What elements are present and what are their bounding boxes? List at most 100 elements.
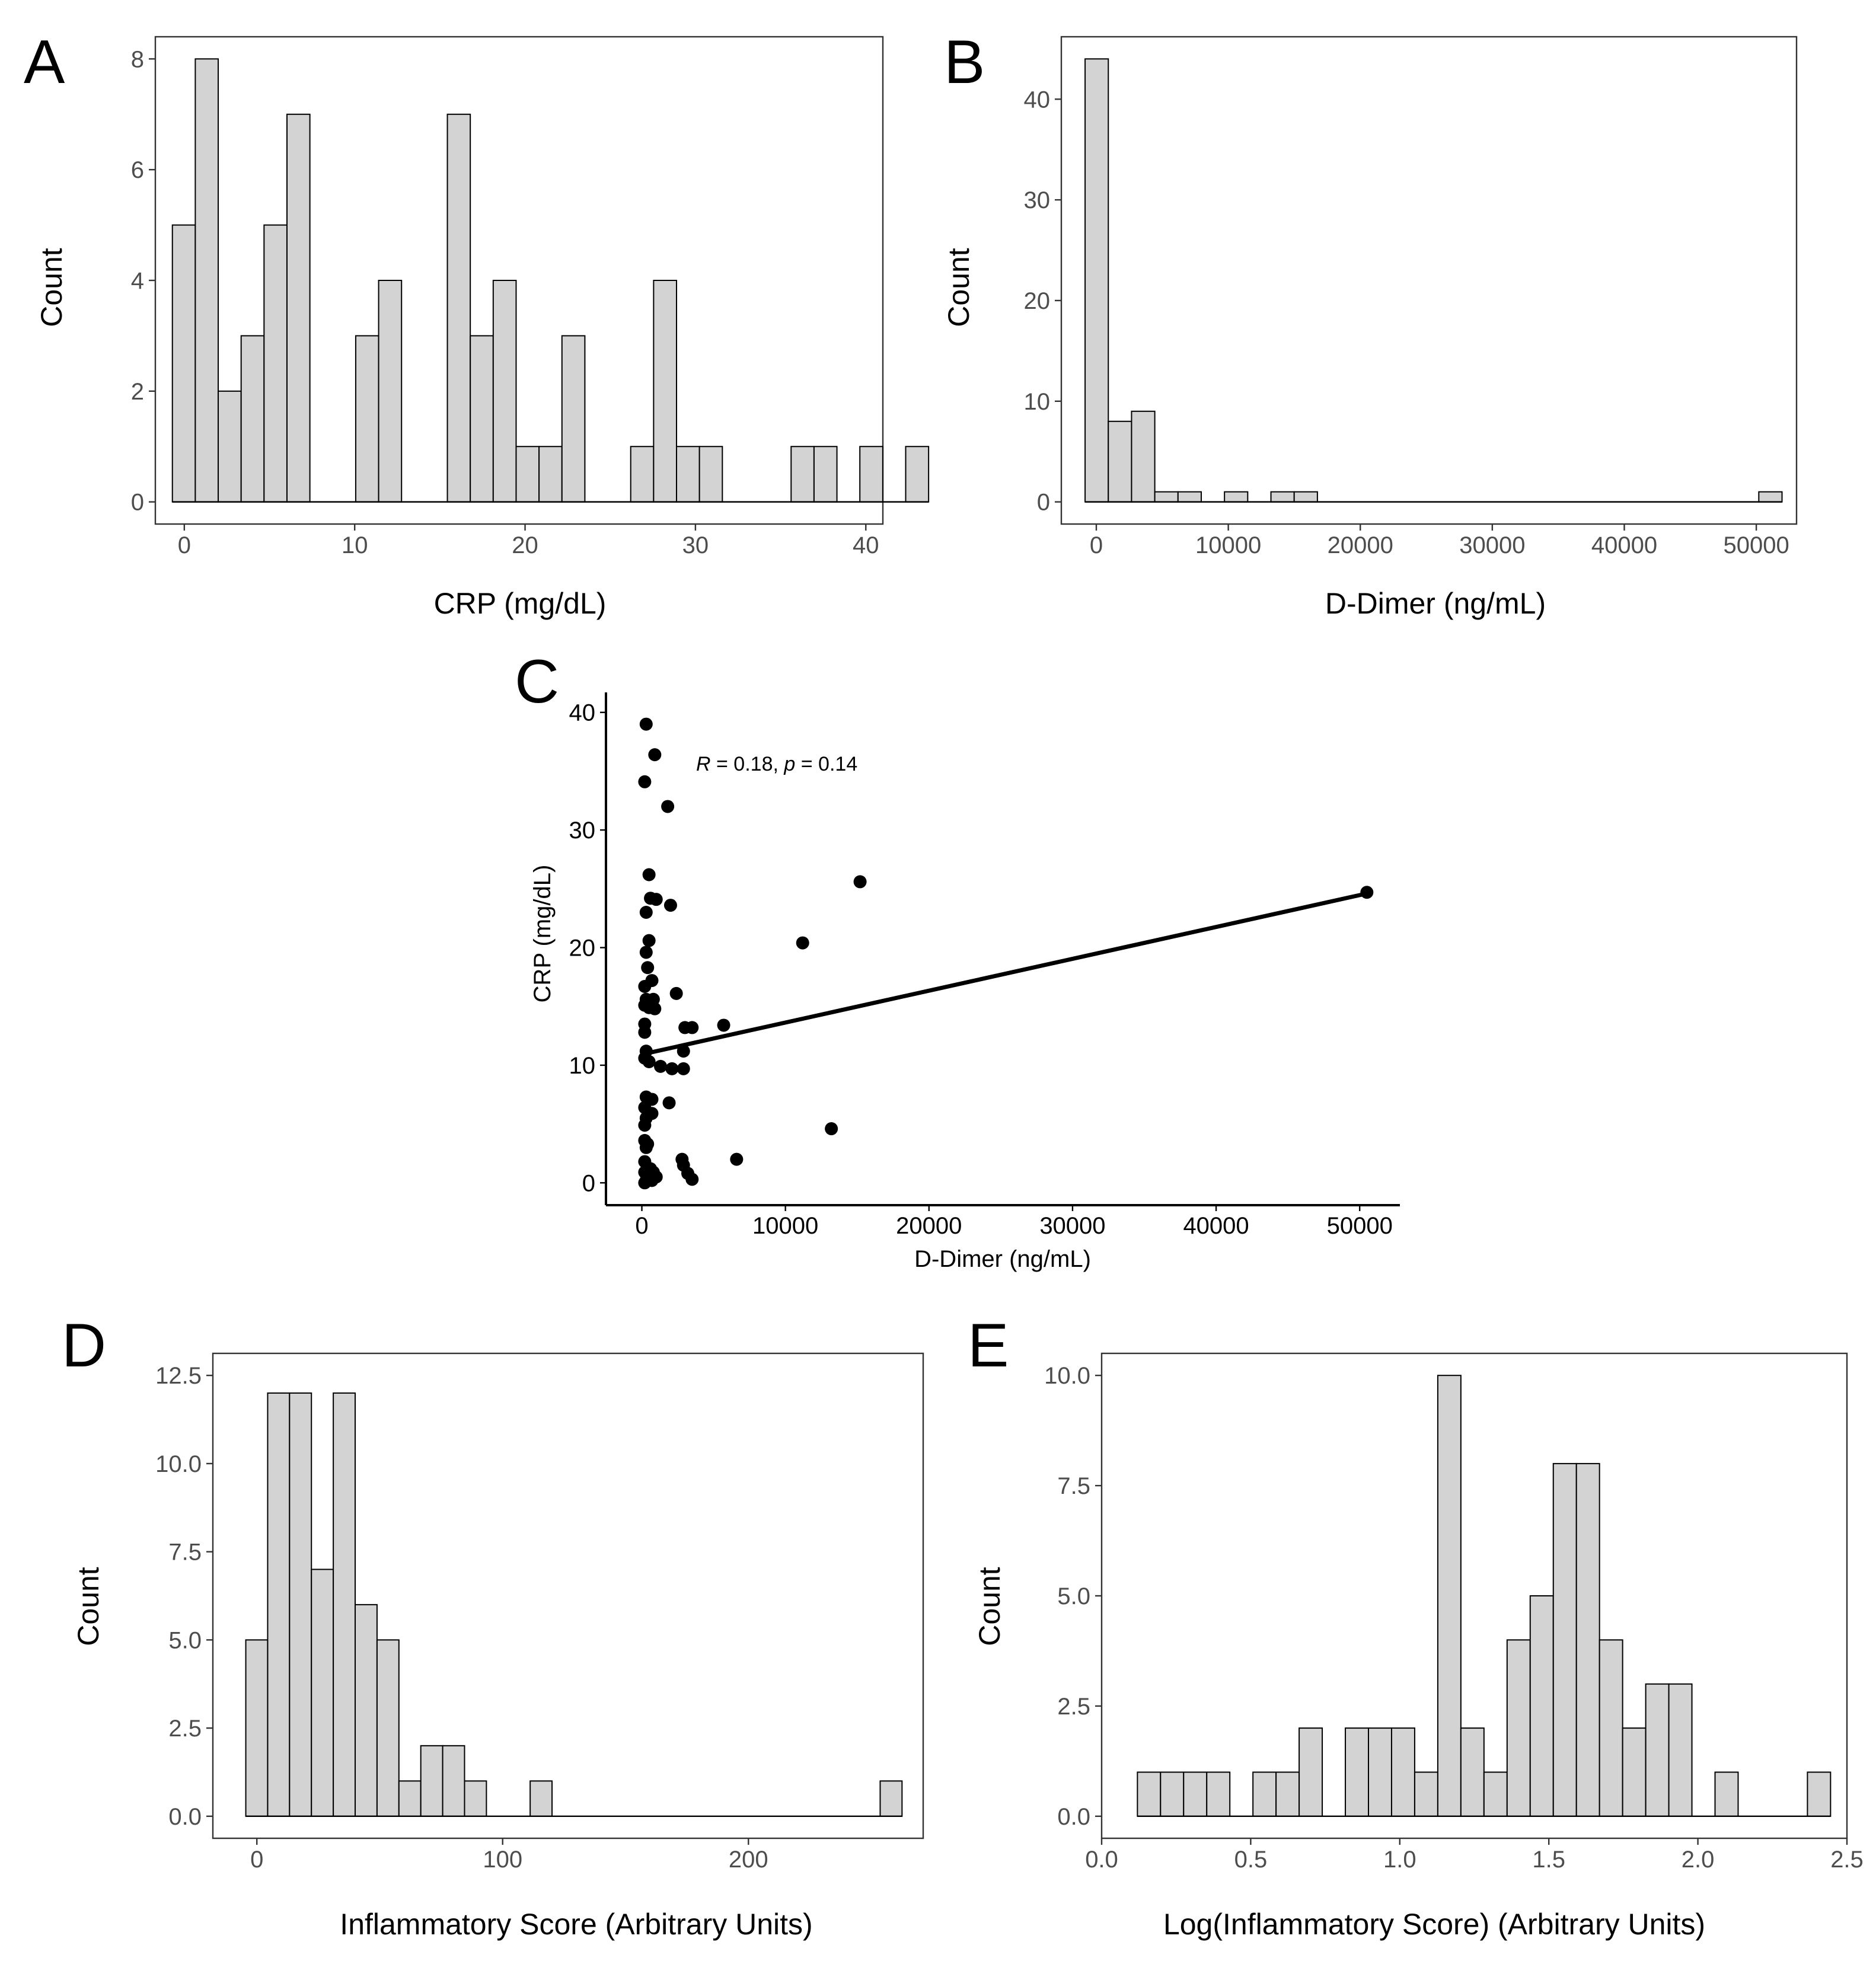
panel-c-x-axis-title: D-Dimer (ng/mL) (914, 1246, 1091, 1272)
panel-c-scatter-point (638, 775, 652, 788)
panel-b-histogram-bar (1270, 491, 1295, 503)
panel-d-y-tick-label: 2.5 (168, 1716, 202, 1742)
panel-a-histogram-bar (263, 224, 288, 503)
panel-e-histogram-bar (1506, 1639, 1531, 1817)
panel-e-x-axis-title: Log(Inflammatory Score) (Arbitrary Units… (1163, 1908, 1705, 1941)
panel-e-histogram-bar (1645, 1683, 1670, 1817)
panel-c-y-tick-label: 20 (569, 935, 596, 962)
panel-e-histogram-bar (1622, 1727, 1647, 1817)
panel-b-histogram-bar (1758, 491, 1783, 503)
panel-c-scatter-point (639, 946, 653, 959)
panel-d-histogram-bar (289, 1392, 312, 1817)
panel-b-y-axis-title: Count (942, 248, 975, 327)
panel-c-scatter-point (641, 961, 655, 975)
panel-a-histogram-bar (538, 446, 563, 503)
panel-c-scatter-point (638, 979, 652, 993)
panel-a-histogram-bar (859, 446, 883, 503)
panel-e-y-tick-label: 10.0 (1044, 1363, 1090, 1389)
panel-a-y-axis-title: Count (35, 248, 68, 327)
panel-c-r-symbol: R (696, 753, 711, 775)
panel-b-histogram-bar (1084, 58, 1109, 503)
panel-a-histogram-bar (630, 446, 655, 503)
panel-e-histogram-bar (1368, 1727, 1392, 1817)
panel-c-scatter-point (642, 934, 656, 947)
panel-e-letter: E (968, 1311, 1009, 1380)
panel-e-histogram-bar (1345, 1727, 1370, 1817)
panel-b: B D-Dimer (ng/mL) Count 0 10000 20000 30000… (942, 28, 1798, 620)
panel-e-histogram-bar (1390, 1727, 1415, 1817)
panel-e-histogram-bar (1275, 1771, 1300, 1817)
panel-d-x-axis-title: Inflammatory Score (Arbitrary Units) (340, 1908, 812, 1941)
panel-b-histogram-bar (1108, 420, 1132, 503)
panel-c-scatter-point (642, 1055, 656, 1068)
panel-c-scatter-point (639, 1141, 653, 1154)
panel-a-x-tick-label: 40 (853, 532, 879, 558)
panel-d-x-tick-label: 200 (729, 1847, 768, 1873)
panel-c-scatter-point (661, 800, 675, 813)
panel-b-x-tick-label: 0 (1090, 532, 1103, 558)
panel-e: E Log(Inflammatory Score) (Arbitrary Uni… (968, 1311, 1864, 1941)
panel-c-scatter-point (717, 1018, 730, 1032)
panel-b-histogram-bar (1131, 410, 1156, 503)
panel-c: C D-Dimer (ng/mL) CRP (mg/dL) R = 0.18, … (515, 647, 1400, 1272)
panel-d-histogram-bar (376, 1639, 400, 1817)
panel-e-histogram-bar (1437, 1375, 1462, 1817)
panel-d-y-tick-label: 7.5 (168, 1540, 202, 1566)
panel-c-x-tick-label: 20000 (896, 1213, 962, 1239)
panel-a-histogram-bar (561, 335, 586, 503)
panel-d-histogram-bar (398, 1780, 422, 1817)
panel-a-histogram-bar (698, 446, 723, 503)
panel-a-histogram-bar (218, 390, 242, 503)
panel-c-y-tick-label: 30 (569, 817, 596, 844)
panel-a-histogram-bar (515, 446, 540, 503)
panel-a-histogram-bar (355, 335, 379, 503)
panel-d-x-tick-label: 0 (250, 1847, 263, 1873)
panel-c-scatter-point (669, 986, 683, 1000)
panel-e-histogram-bar (1807, 1771, 1832, 1817)
panel-a-x-axis-title: CRP (mg/dL) (434, 587, 607, 620)
panel-d-histogram-bar (464, 1780, 487, 1817)
panel-b-histogram-bar (1154, 491, 1179, 503)
panel-a-y-tick-label: 8 (131, 46, 144, 72)
panel-e-histogram-bar (1552, 1462, 1577, 1817)
panel-a-histogram-bar (676, 446, 700, 503)
panel-c-scatter-point (685, 1021, 699, 1034)
panel-b-histogram-bar (1293, 491, 1318, 503)
panel-c-y-tick-label: 0 (582, 1170, 595, 1196)
panel-e-histogram-bar (1183, 1771, 1208, 1817)
panel-b-x-tick-label: 40000 (1591, 532, 1657, 558)
panel-a-y-tick-label: 2 (131, 379, 144, 405)
panel-a-histogram-bar (378, 280, 403, 503)
panel-a-histogram-bar (470, 335, 494, 503)
panel-b-histogram-bar (1224, 491, 1249, 503)
panel-d-letter: D (62, 1311, 106, 1380)
panel-a-x-tick-label: 20 (512, 532, 538, 558)
panel-e-y-tick-label: 0.0 (1057, 1804, 1090, 1830)
panel-a-x-tick-label: 30 (682, 532, 709, 558)
panel-e-histogram-bar (1206, 1771, 1231, 1817)
panel-c-scatter-point (685, 1173, 699, 1186)
panel-e-histogram-bar (1668, 1683, 1693, 1817)
panel-e-x-tick-label: 2.0 (1682, 1847, 1715, 1873)
panel-e-histogram-bar (1529, 1595, 1554, 1817)
panel-e-y-tick-label: 7.5 (1057, 1473, 1090, 1499)
panel-a: A CRP (mg/dL) Count 0 10 20 30 40 0 2 4 6 8 (24, 28, 930, 620)
panel-d-y-axis-title: Count (72, 1567, 105, 1646)
panel-c-x-tick-label: 30000 (1039, 1213, 1105, 1239)
panel-d-histogram-bar (355, 1604, 378, 1817)
panel-c-scatter-point (663, 899, 677, 912)
panel-c-regression-line (646, 891, 1368, 1056)
panel-c-r-value: = 0.18, (711, 753, 784, 775)
panel-c-scatter-point (1360, 886, 1374, 899)
panel-c-scatter-point (853, 875, 867, 889)
panel-b-letter: B (944, 28, 985, 97)
panel-e-histogram-bar (1714, 1771, 1739, 1817)
panel-c-scatter-point (649, 893, 663, 906)
panel-d-y-tick-label: 12.5 (155, 1363, 202, 1389)
panel-e-y-tick-label: 2.5 (1057, 1694, 1090, 1720)
panel-d-y-tick-label: 10.0 (155, 1451, 202, 1477)
panel-d-histogram-bar (879, 1780, 903, 1817)
panel-c-y-tick-label: 40 (569, 700, 596, 726)
panel-d-histogram-bar (333, 1392, 356, 1817)
panel-e-histogram-bar (1298, 1727, 1323, 1817)
